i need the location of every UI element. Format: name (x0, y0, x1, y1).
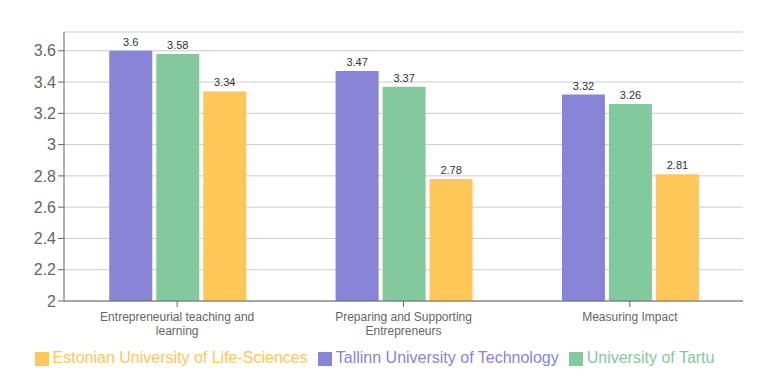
svg-text:3.6: 3.6 (123, 36, 138, 48)
svg-text:3.37: 3.37 (393, 72, 414, 84)
svg-text:Entrepreneurial teaching andle: Entrepreneurial teaching andlearning (100, 310, 254, 338)
svg-text:3.26: 3.26 (620, 89, 641, 101)
svg-text:2: 2 (47, 293, 56, 310)
html-text:Tallinn University of Technolo: Tallinn University of Technology (335, 349, 559, 366)
svg-text:2.81: 2.81 (667, 159, 688, 171)
svg-text:Measuring Impact: Measuring Impact (582, 310, 678, 324)
svg-text:2.6: 2.6 (34, 199, 56, 216)
svg-text:3.58: 3.58 (167, 39, 188, 51)
html-text:University of Tartu: University of Tartu (586, 349, 715, 366)
svg-text:3.6: 3.6 (34, 42, 56, 59)
svg-text:2.8: 2.8 (34, 168, 56, 185)
svg-text:3.47: 3.47 (346, 56, 367, 68)
svg-text:3.32: 3.32 (573, 80, 594, 92)
svg-text:3.4: 3.4 (34, 74, 56, 91)
svg-text:3.34: 3.34 (214, 76, 235, 88)
svg-text:2.78: 2.78 (440, 164, 461, 176)
svg-text:3.2: 3.2 (34, 105, 56, 122)
svg-text:3: 3 (47, 136, 56, 153)
svg-text:Preparing and SupportingEntrep: Preparing and SupportingEntrepreneurs (335, 310, 472, 338)
svg-text:2.4: 2.4 (34, 230, 56, 247)
html-text:Estonian University of Life-Sc: Estonian University of Life-Sciences (52, 349, 308, 366)
svg-text:2.2: 2.2 (34, 261, 56, 278)
